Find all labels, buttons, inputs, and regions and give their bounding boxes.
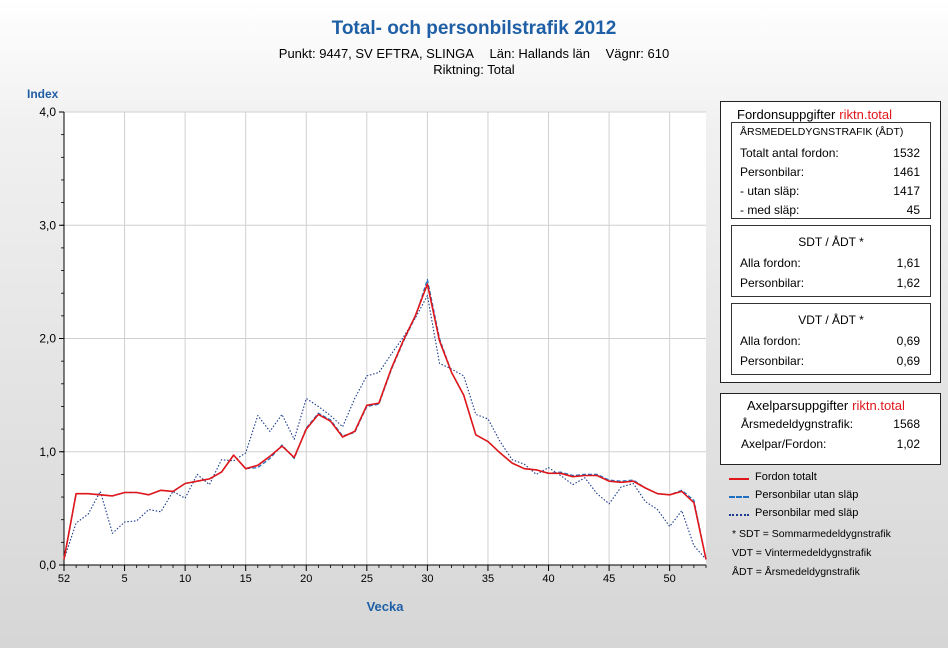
sdt-row: Personbilar: 1,62: [740, 276, 920, 290]
x-tick-label: 5: [122, 573, 128, 585]
direction-label: Riktning: Total: [433, 62, 515, 77]
axel-panel-title: Axelparsuppgifter riktn.total: [747, 398, 905, 413]
axel-panel: Axelparsuppgifter riktn.total Årsmedeldyg…: [720, 393, 941, 465]
series-line-dotted: [63, 294, 707, 560]
y-tick-label: 4,0: [39, 105, 56, 119]
vdt-box: VDT / ÅDT * Alla fordon: 0,69 Personbilar…: [731, 303, 931, 375]
note-vdt: VDT = Vintermedeldygnstrafik: [732, 547, 872, 559]
point-label: Punkt: 9447, SV EFTRA, SLINGA: [278, 46, 474, 61]
x-tick-label: 20: [300, 573, 312, 585]
sdt-row: Alla fordon: 1,61: [740, 256, 920, 270]
x-tick-label: 25: [361, 573, 373, 585]
legend-label: Personbilar med släp: [755, 507, 859, 519]
x-tick-label: 35: [482, 573, 494, 585]
adt-box: ÅRSMEDELDYGNSTRAFIK (ÅDT) Totalt antal f…: [731, 122, 931, 219]
axel-row: Axelpar/Fordon: 1,02: [741, 437, 920, 451]
fordon-direction: riktn.total: [839, 107, 893, 122]
sdt-heading: SDT / ÅDT *: [798, 235, 864, 249]
county-label: Län: Hallands län: [489, 46, 590, 61]
x-tick-label: 45: [603, 573, 615, 585]
adt-heading: ÅRSMEDELDYGNSTRAFIK (ÅDT): [740, 126, 904, 138]
y-tick-label: 3,0: [39, 218, 56, 232]
y-tick-label: 0,0: [39, 558, 56, 572]
road-label: Vägnr: 610: [605, 46, 670, 61]
note-sdt: * SDT = Sommarmedeldygnstrafik: [732, 528, 891, 540]
axel-row: Årsmedeldygnstrafik: 1568: [741, 417, 920, 431]
vdt-heading: VDT / ÅDT *: [798, 313, 864, 327]
x-tick-label: 40: [542, 573, 554, 585]
adt-row: - utan släp: 1417: [740, 184, 920, 198]
sdt-box: SDT / ÅDT * Alla fordon: 1,61 Personbilar…: [731, 225, 931, 297]
legend-label: Fordon totalt: [755, 471, 817, 483]
x-tick-label: 15: [240, 573, 252, 585]
x-tick-label: 52: [58, 573, 70, 585]
x-tick-label: 50: [664, 573, 676, 585]
adt-row: Totalt antal fordon: 1532: [740, 146, 920, 160]
point-info: Punkt: 9447, SV EFTRA, SLINGA Län: Halla…: [0, 46, 948, 61]
y-tick-label: 2,0: [39, 332, 56, 346]
fordon-panel: Fordonsuppgifter riktn.total ÅRSMEDELDYGN…: [720, 101, 941, 383]
x-axis-label: Vecka: [367, 599, 405, 614]
legend-swatch-utan: [729, 496, 749, 498]
series-line-solid: [63, 283, 707, 560]
note-adt: ÅDT = Årsmedeldygnstrafik: [732, 566, 860, 578]
adt-row: Personbilar: 1461: [740, 165, 920, 179]
legend-swatch-med: [729, 514, 749, 516]
x-tick-label: 30: [421, 573, 433, 585]
vdt-row: Alla fordon: 0,69: [740, 334, 920, 348]
y-axis-label: Index: [27, 87, 59, 101]
legend-label: Personbilar utan släp: [755, 489, 859, 501]
axel-direction: riktn.total: [852, 398, 905, 413]
fordon-panel-title: Fordonsuppgifter riktn.total: [737, 107, 893, 122]
x-tick-label: 10: [179, 573, 191, 585]
chart-title: Total- och personbilstrafik 2012: [331, 18, 617, 39]
adt-row: - med släp: 45: [740, 203, 920, 217]
y-tick-label: 1,0: [39, 445, 56, 459]
legend-swatch-total: [729, 478, 749, 480]
vdt-row: Personbilar: 0,69: [740, 354, 920, 368]
